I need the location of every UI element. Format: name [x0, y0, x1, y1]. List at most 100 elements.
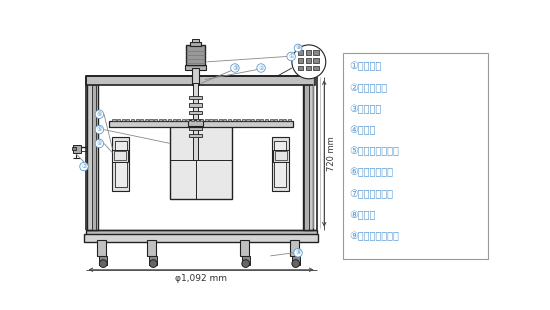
Bar [196, 119, 199, 121]
Text: ②: ② [258, 65, 264, 70]
Bar [314, 66, 319, 70]
Circle shape [292, 260, 300, 268]
Text: ⑦: ⑦ [81, 164, 87, 169]
Bar [251, 119, 254, 121]
Bar [242, 119, 245, 121]
Bar [279, 119, 282, 121]
Bar [260, 119, 263, 121]
Bar [314, 58, 319, 63]
Text: ④回転板: ④回転板 [350, 125, 376, 135]
Circle shape [95, 139, 103, 148]
Bar [189, 104, 202, 107]
Bar [314, 50, 319, 55]
Bar [186, 119, 189, 121]
Bar [159, 119, 162, 121]
Text: ⑧供試体: ⑧供試体 [350, 210, 376, 220]
Bar [97, 241, 106, 256]
Bar [87, 83, 98, 230]
Bar [86, 76, 315, 85]
Bar [210, 119, 212, 121]
Bar [73, 147, 76, 150]
Bar [190, 42, 201, 46]
Text: ③: ③ [232, 65, 238, 70]
Bar [92, 85, 96, 230]
Bar [240, 241, 249, 256]
Text: ⑥: ⑥ [97, 112, 102, 117]
Bar [170, 126, 232, 199]
Bar [126, 119, 129, 121]
Bar [186, 45, 205, 66]
Text: φ1,092 mm: φ1,092 mm [175, 274, 227, 283]
Circle shape [292, 45, 326, 79]
Bar [306, 50, 311, 55]
Text: ③シャフト: ③シャフト [350, 104, 382, 114]
Bar [274, 141, 287, 187]
Bar [265, 119, 268, 121]
Bar [306, 66, 311, 70]
Bar [256, 119, 258, 121]
Bar [145, 119, 148, 121]
Bar [189, 111, 202, 114]
Circle shape [150, 260, 157, 268]
Bar [131, 119, 134, 121]
Bar [173, 119, 175, 121]
Bar [214, 119, 217, 121]
Bar [288, 119, 291, 121]
Bar [150, 256, 157, 265]
Circle shape [95, 125, 103, 134]
Bar [182, 119, 185, 121]
Bar [283, 119, 287, 121]
Bar [122, 119, 125, 121]
Text: ⑨: ⑨ [295, 46, 301, 51]
Circle shape [230, 64, 239, 72]
Circle shape [294, 44, 302, 52]
Text: ⑤: ⑤ [97, 127, 102, 132]
Bar [298, 58, 304, 63]
Circle shape [287, 52, 295, 61]
Bar [112, 137, 129, 191]
Bar [205, 119, 208, 121]
Bar [154, 119, 157, 121]
Text: ⑥アウトドラム: ⑥アウトドラム [350, 167, 394, 178]
Bar [272, 137, 289, 191]
Bar [302, 83, 313, 230]
Circle shape [294, 249, 302, 257]
Bar [192, 68, 200, 85]
Circle shape [242, 260, 250, 268]
Bar [233, 119, 236, 121]
Text: ⑦排水ドレーン: ⑦排水ドレーン [350, 189, 394, 199]
Bar [150, 119, 152, 121]
Bar [237, 119, 240, 121]
Bar [112, 119, 115, 121]
Bar [298, 50, 304, 55]
Bar [135, 119, 139, 121]
Bar [343, 53, 488, 259]
Text: 720 mm: 720 mm [327, 136, 336, 171]
Bar [189, 119, 202, 122]
Text: ②回転アーム: ②回転アーム [350, 83, 388, 93]
Text: ⑨研磨材（鈗材）: ⑨研磨材（鈗材） [350, 231, 399, 241]
Bar [189, 134, 202, 137]
Bar [168, 119, 171, 121]
Bar [73, 145, 81, 153]
Bar [147, 241, 156, 256]
Bar [114, 151, 126, 160]
Bar [185, 65, 206, 69]
Bar [191, 119, 194, 121]
Bar [117, 119, 120, 121]
Bar [115, 141, 127, 187]
Bar [219, 119, 222, 121]
Bar [163, 119, 167, 121]
Bar [242, 256, 250, 265]
Bar [306, 58, 311, 63]
Bar [100, 256, 107, 265]
Bar [84, 234, 318, 242]
Bar [200, 119, 204, 121]
Bar [290, 241, 299, 256]
Bar [274, 119, 277, 121]
Bar [177, 119, 180, 121]
Bar [275, 151, 287, 160]
Bar [194, 83, 198, 160]
Circle shape [100, 260, 107, 268]
Bar [223, 119, 227, 121]
